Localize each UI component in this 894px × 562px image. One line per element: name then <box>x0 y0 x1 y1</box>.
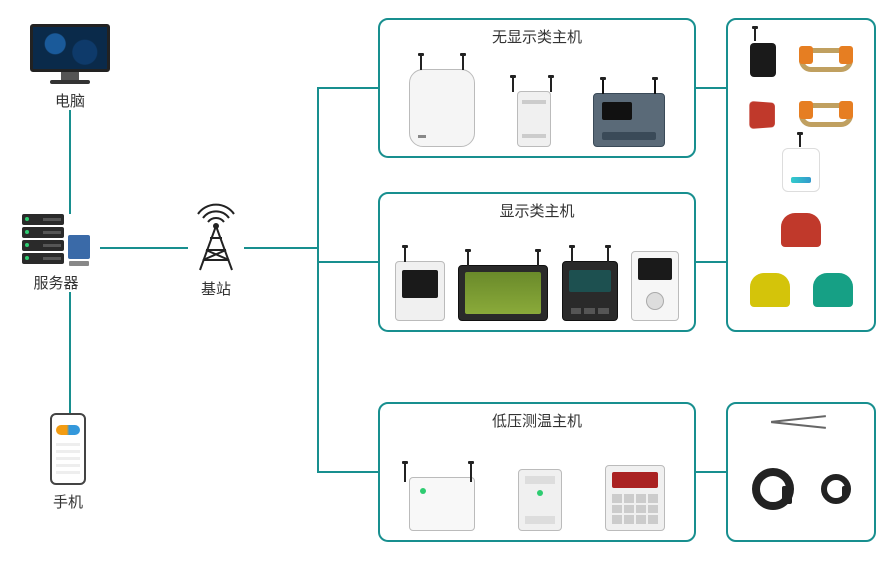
red-cube-icon <box>749 101 775 129</box>
white-sensor-icon <box>782 148 820 192</box>
panel-meter-small-icon <box>395 261 445 321</box>
gateway-white-icon <box>409 477 475 531</box>
sensor-box-top <box>726 18 876 332</box>
panel-meter-dark-icon <box>562 261 618 321</box>
sensor-box-bottom <box>726 402 876 542</box>
phone-node: 手机 <box>50 413 86 512</box>
gateway-rounded-icon <box>409 69 475 147</box>
ct-large-icon <box>752 468 794 510</box>
din-module-icon <box>517 91 551 147</box>
display-host-title: 显示类主机 <box>380 200 694 221</box>
green-pod-icon <box>813 273 853 307</box>
server-label: 服务器 <box>33 272 78 293</box>
lv-temp-host-box: 低压测温主机 <box>378 402 696 542</box>
computer-label: 电脑 <box>55 90 85 111</box>
black-tag-icon <box>750 43 776 77</box>
probes-icon <box>771 414 831 432</box>
lv-temp-host-title: 低压测温主机 <box>380 410 694 431</box>
base-station-label: 基站 <box>201 278 231 299</box>
controller-white-icon <box>631 251 679 321</box>
rtu-box-icon <box>593 93 665 147</box>
phone-icon <box>50 413 86 485</box>
orange-clamp-icon <box>799 40 853 80</box>
phone-label: 手机 <box>53 491 83 512</box>
base-station-node: 基站 <box>188 196 244 299</box>
no-display-host-title: 无显示类主机 <box>380 26 694 47</box>
tower-icon <box>188 196 244 272</box>
no-display-host-box: 无显示类主机 <box>378 18 696 158</box>
keypad-controller-icon <box>605 465 665 531</box>
red-pod-icon <box>781 213 821 247</box>
computer-node: 电脑 <box>30 24 110 111</box>
hmi-wide-icon <box>458 265 548 321</box>
yellow-pod-icon <box>750 273 790 307</box>
server-node: 服务器 <box>22 214 90 293</box>
din-relay-icon <box>518 469 562 531</box>
monitor-icon <box>30 24 110 84</box>
ct-small-icon <box>821 474 851 504</box>
server-icon <box>22 214 90 266</box>
orange-clamp2-icon <box>799 95 853 135</box>
display-host-box: 显示类主机 <box>378 192 696 332</box>
